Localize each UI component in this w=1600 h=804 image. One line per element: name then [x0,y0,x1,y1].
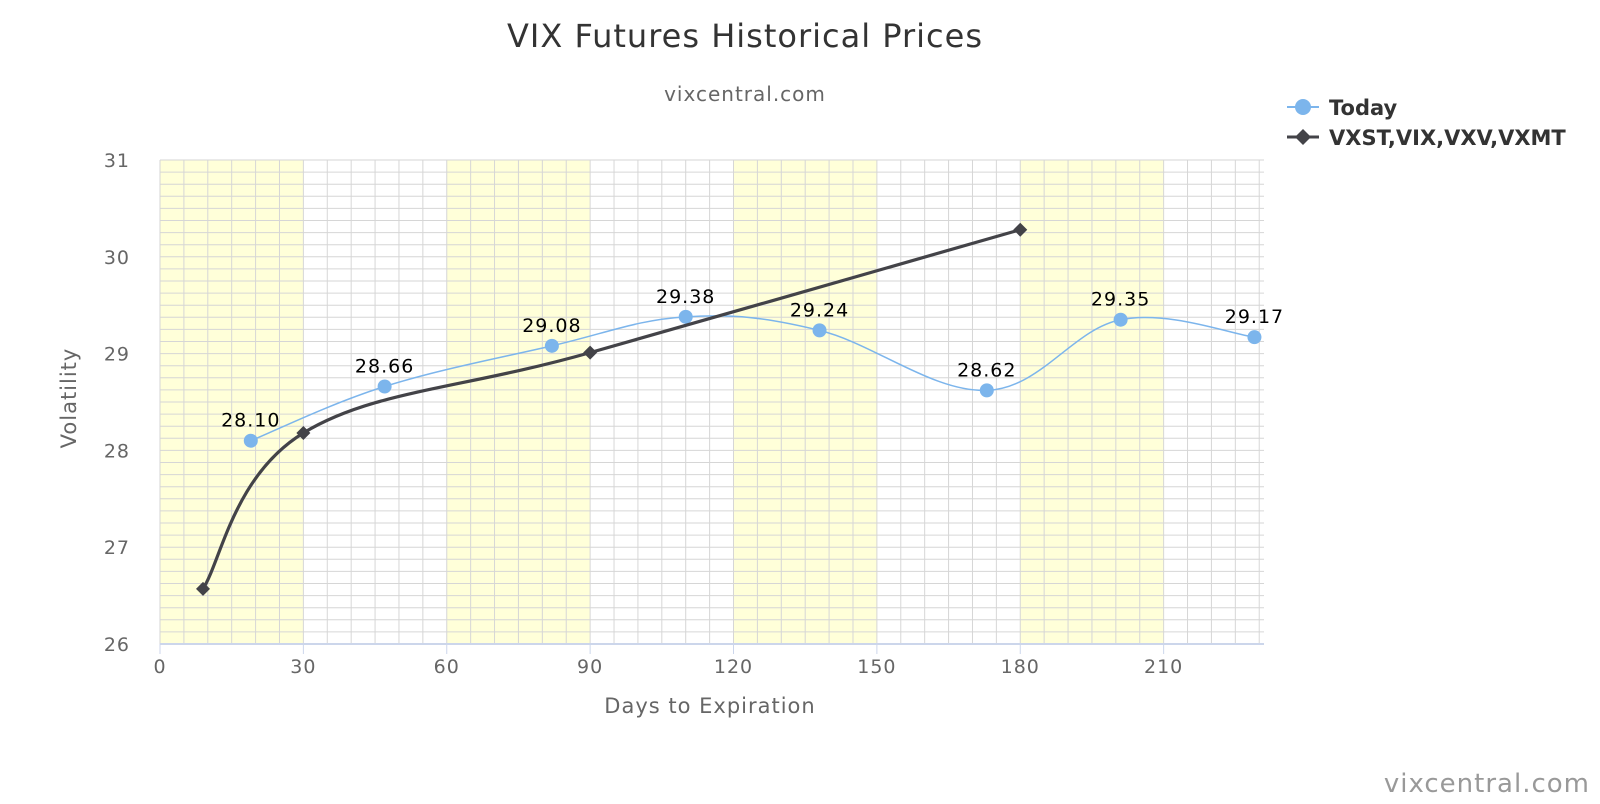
y-tick-label: 30 [104,247,130,269]
data-point-0 [377,379,392,394]
y-tick-label: 31 [104,150,130,172]
data-point-1 [583,345,598,360]
y-axis-label: Volatility [57,348,81,449]
data-point-0 [544,338,559,353]
data-point-0 [243,433,258,448]
legend-label-term-structure: VXST,VIX,VXV,VXMT [1329,126,1566,150]
data-label: 29.08 [522,315,581,337]
series-layer [196,222,1262,596]
legend-item-today[interactable]: Today [1287,96,1398,120]
data-point-0 [979,383,994,398]
data-label: 28.10 [221,410,280,432]
data-point-1 [296,425,311,440]
data-label: 29.17 [1225,306,1284,328]
legend-item-term-structure[interactable]: VXST,VIX,VXV,VXMT [1287,126,1566,150]
axes: 26 27 28 29 30 31 0 30 60 90 120 150 180 210 [104,150,1264,678]
data-point-0 [678,309,693,324]
data-label: 29.35 [1091,289,1150,311]
x-tick-label: 90 [577,656,603,678]
grid-lines [159,159,1264,645]
data-point-0 [1113,312,1128,327]
data-point-1 [1013,222,1028,237]
x-tick-label: 150 [857,656,896,678]
data-point-0 [812,323,827,338]
x-tick-label: 210 [1144,656,1183,678]
x-axis-label: Days to Expiration [604,694,815,718]
data-point-0 [1247,330,1262,345]
y-tick-label: 27 [104,537,130,559]
series-line-0 [250,315,1255,442]
legend-marker-circle-icon [1295,99,1311,115]
y-tick-label: 28 [104,440,130,462]
legend: Today VXST,VIX,VXV,VXMT [1287,96,1566,150]
data-label: 29.38 [656,286,715,308]
data-label: 28.62 [957,359,1016,381]
y-tick-label: 29 [104,344,130,366]
data-labels: 28.10 28.66 29.08 29.38 29.24 28.62 29.35 29.17 [221,286,1284,432]
chart-title: VIX Futures Historical Prices [507,17,983,55]
series-line-1 [201,228,1021,590]
chart-subtitle: vixcentral.com [664,82,826,106]
legend-label-today: Today [1329,96,1398,120]
data-label: 28.66 [355,356,414,378]
y-tick-label: 26 [104,634,130,656]
x-tick-label: 180 [1001,656,1040,678]
data-label: 29.24 [790,299,849,321]
x-tick-label: 120 [714,656,753,678]
x-tick-label: 30 [290,656,316,678]
x-tick-label: 0 [153,656,166,678]
legend-marker-diamond-icon [1295,129,1311,145]
x-tick-label: 60 [434,656,460,678]
data-point-1 [196,581,211,596]
credit-text[interactable]: vixcentral.com [1384,769,1590,799]
